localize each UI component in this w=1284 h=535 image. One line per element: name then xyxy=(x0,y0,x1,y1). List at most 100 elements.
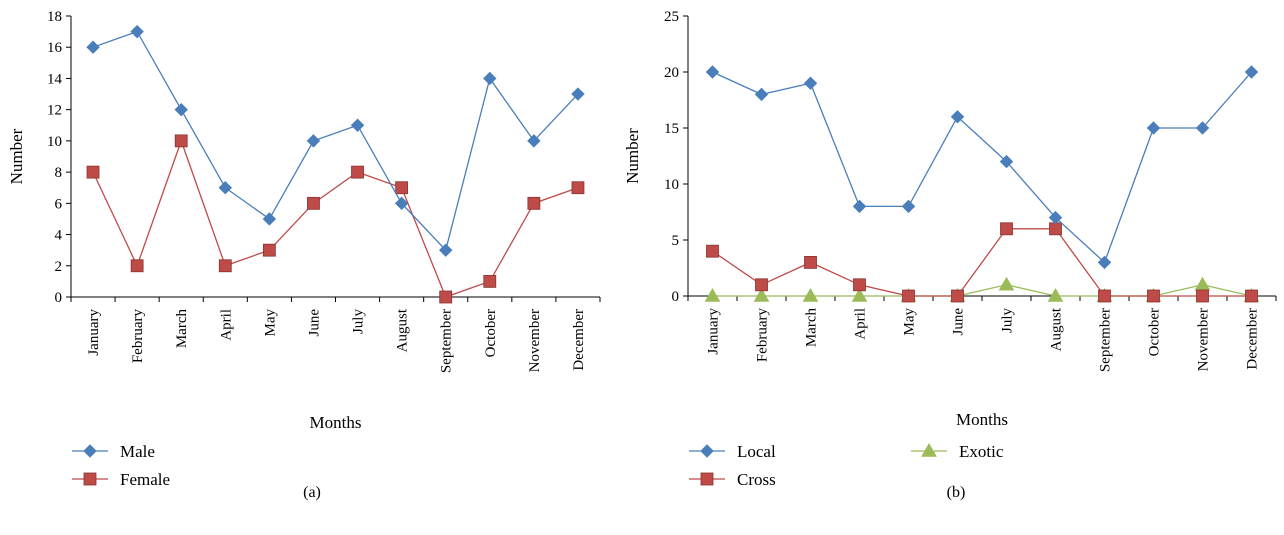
data-point xyxy=(1146,121,1161,135)
legend-label: Local xyxy=(737,442,776,461)
data-point xyxy=(439,290,453,304)
data-point xyxy=(483,71,497,86)
data-point xyxy=(852,199,867,214)
x-tick-label: December xyxy=(1245,308,1261,370)
legend-label: Male xyxy=(120,442,155,461)
data-point xyxy=(705,65,720,79)
y-tick-label: 8 xyxy=(55,165,63,181)
y-tick-label: 0 xyxy=(672,289,680,305)
x-tick-label: March xyxy=(174,309,190,349)
y-tick-label: 20 xyxy=(664,65,679,81)
data-point xyxy=(218,181,232,195)
data-point xyxy=(1049,222,1062,236)
data-point xyxy=(86,165,100,179)
data-point xyxy=(262,212,277,226)
data-point xyxy=(704,287,721,302)
data-point xyxy=(307,196,320,210)
data-point xyxy=(262,243,276,257)
y-tick-label: 5 xyxy=(672,233,680,249)
y-tick-label: 18 xyxy=(47,9,62,25)
series-line xyxy=(92,138,579,298)
legend-label: Exotic xyxy=(959,442,1004,461)
x-tick-label: April xyxy=(218,309,234,341)
series-female xyxy=(86,134,585,304)
data-point xyxy=(527,134,541,148)
y-tick-label: 6 xyxy=(55,196,63,212)
legend-marker xyxy=(700,444,714,458)
x-tick-label: December xyxy=(571,309,587,371)
data-point xyxy=(527,196,541,210)
data-point xyxy=(950,110,965,124)
legend-label: Cross xyxy=(737,470,776,489)
y-axis-title: Number xyxy=(7,128,26,184)
data-point xyxy=(1048,210,1063,225)
data-point xyxy=(804,255,817,269)
chart-b: 0 5 10 15 20 25 January February March April May Ju… xyxy=(623,9,1277,501)
x-tick-label: September xyxy=(1098,308,1114,372)
series-line xyxy=(92,30,579,252)
data-point xyxy=(571,181,585,195)
data-point xyxy=(902,289,915,303)
data-point xyxy=(86,40,100,54)
x-tick-label: February xyxy=(130,309,146,364)
data-point xyxy=(706,244,719,258)
data-point xyxy=(853,278,866,292)
data-point xyxy=(851,287,868,302)
y-tick-label: 16 xyxy=(47,40,63,56)
data-point xyxy=(130,259,144,273)
series-line xyxy=(712,71,1252,264)
x-axis-title: Months xyxy=(310,413,362,432)
x-tick-label: June xyxy=(306,309,322,337)
data-point xyxy=(395,181,409,195)
data-point xyxy=(174,134,188,148)
data-point xyxy=(1196,289,1209,303)
data-point xyxy=(754,87,769,102)
data-point xyxy=(571,87,585,101)
x-tick-label: November xyxy=(1196,308,1212,371)
x-tick-label: April xyxy=(853,308,869,340)
data-point xyxy=(218,259,232,273)
series-line xyxy=(712,284,1252,297)
legend-entry: Female xyxy=(72,470,170,489)
x-tick-label: June xyxy=(951,308,967,336)
x-tick-label: August xyxy=(1049,307,1065,351)
x-tick-label: August xyxy=(395,308,411,352)
x-tick-label: May xyxy=(262,309,278,337)
y-tick-label: 12 xyxy=(47,103,62,119)
data-point xyxy=(1097,255,1112,270)
y-tick-label: 2 xyxy=(55,259,63,275)
x-tick-label: January xyxy=(706,308,722,355)
x-tick-label: October xyxy=(1147,308,1163,356)
y-tick-label: 25 xyxy=(664,9,679,25)
data-point xyxy=(1194,276,1211,291)
x-tick-label: May xyxy=(902,308,918,336)
panel-label: (b) xyxy=(947,484,966,501)
legend-marker xyxy=(83,444,97,458)
data-point xyxy=(306,134,321,148)
data-point xyxy=(350,118,365,132)
data-point xyxy=(1000,222,1013,236)
y-tick-label: 0 xyxy=(55,290,63,306)
data-point xyxy=(998,276,1015,291)
data-point xyxy=(753,287,770,302)
x-tick-label: January xyxy=(86,309,102,356)
data-point xyxy=(394,196,409,211)
data-point xyxy=(803,76,818,90)
data-point xyxy=(1047,287,1064,302)
y-tick-label: 10 xyxy=(47,134,62,150)
legend-marker xyxy=(83,472,97,486)
panel-label: (a) xyxy=(303,484,321,501)
data-point xyxy=(901,199,916,214)
x-axis-title: Months xyxy=(956,410,1008,429)
data-point xyxy=(951,289,964,303)
legend-entry: Male xyxy=(72,442,155,461)
x-tick-label: October xyxy=(483,309,499,357)
y-tick-label: 15 xyxy=(664,121,679,137)
data-point xyxy=(802,287,819,302)
data-point xyxy=(351,165,364,179)
y-tick-label: 14 xyxy=(47,71,63,87)
data-point xyxy=(174,102,188,117)
legend-label: Female xyxy=(120,470,170,489)
y-tick-label: 4 xyxy=(55,228,63,244)
